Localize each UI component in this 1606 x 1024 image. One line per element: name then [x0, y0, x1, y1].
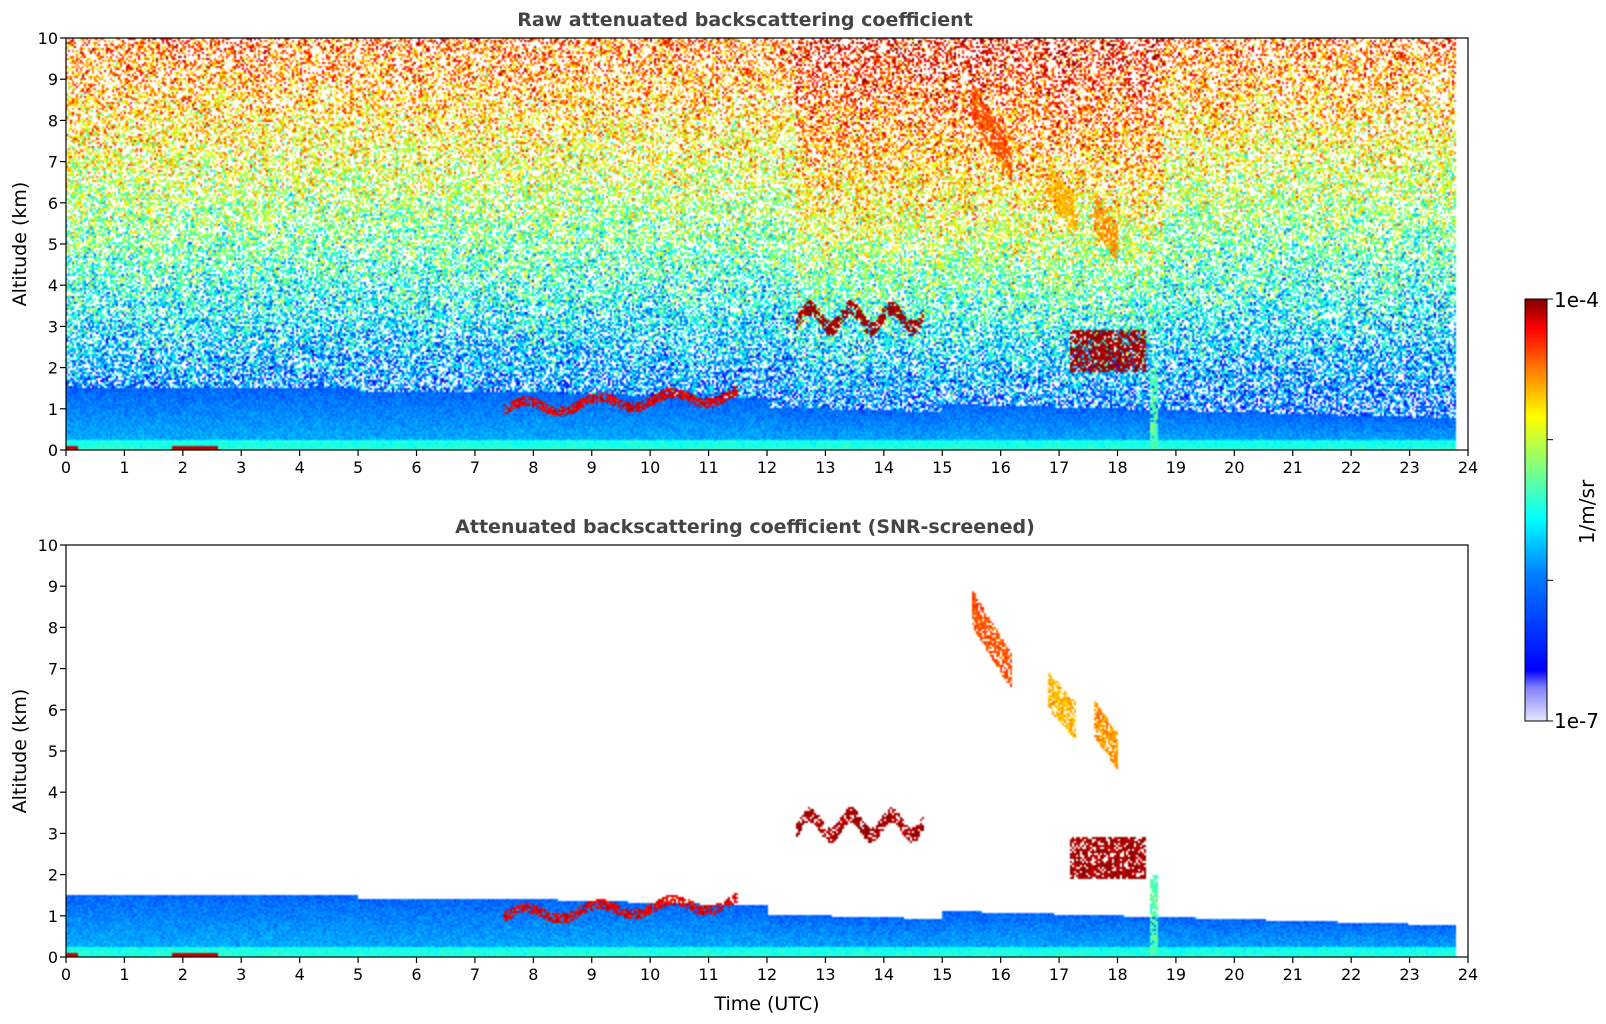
x-tick-label: 13 [815, 458, 835, 477]
x-tick-label: 10 [640, 965, 660, 984]
x-tick-label: 3 [236, 965, 246, 984]
x-tick-label: 5 [353, 965, 363, 984]
y-tick-label: 6 [48, 701, 58, 720]
x-tick-label: 3 [236, 458, 246, 477]
y-tick-label: 5 [48, 235, 58, 254]
x-tick-label: 2 [178, 965, 188, 984]
x-tick-label: 22 [1341, 458, 1361, 477]
x-tick-label: 6 [411, 458, 421, 477]
x-tick-label: 11 [698, 965, 718, 984]
x-tick-label: 21 [1283, 458, 1303, 477]
x-tick-label: 2 [178, 458, 188, 477]
y-tick-label: 10 [38, 29, 58, 48]
x-tick-label: 14 [874, 458, 894, 477]
heatmap-screened [66, 545, 1468, 957]
y-tick-label: 10 [38, 536, 58, 555]
x-tick-label: 5 [353, 458, 363, 477]
x-axis-raw: 0 1 2 3 4 5 6 7 8 9 10 11 12 13 14 15 16 17 18 19 20 21 22 23 24 [61, 450, 1478, 477]
x-tick-label: 18 [1107, 965, 1127, 984]
x-tick-label: 17 [1049, 965, 1069, 984]
x-tick-label: 12 [757, 458, 777, 477]
y-tick-label: 9 [48, 70, 58, 89]
panel-raw: Raw attenuated backscattering coefficien… [9, 9, 1478, 477]
y-tick-label: 3 [48, 824, 58, 843]
y-tick-label: 1 [48, 907, 58, 926]
y-axis-raw: 0 1 2 3 4 5 6 7 8 9 10 [38, 29, 66, 460]
y-tick-label: 1 [48, 400, 58, 419]
y-tick-label: 4 [48, 783, 58, 802]
colorbar-gradient [1524, 298, 1548, 722]
x-axis-screened: 0 1 2 3 4 5 6 7 8 9 10 11 12 13 14 15 16 17 18 19 20 21 22 23 24 [61, 957, 1478, 984]
y-tick-label: 5 [48, 742, 58, 761]
colorbar-ticks [1547, 298, 1553, 722]
y-tick-label: 0 [48, 441, 58, 460]
x-tick-label: 20 [1224, 965, 1244, 984]
y-tick-label: 8 [48, 618, 58, 637]
colorbar-unit-label: 1/m/sr [1575, 479, 1599, 544]
x-tick-label: 9 [587, 965, 597, 984]
x-tick-label: 16 [990, 965, 1010, 984]
y-tick-label: 0 [48, 948, 58, 967]
x-tick-label: 6 [411, 965, 421, 984]
x-tick-label: 10 [640, 458, 660, 477]
x-tick-label: 17 [1049, 458, 1069, 477]
x-tick-label: 18 [1107, 458, 1127, 477]
x-axis-label: Time (UTC) [713, 993, 819, 1015]
y-tick-label: 2 [48, 866, 58, 885]
x-tick-label: 8 [528, 965, 538, 984]
x-tick-label: 19 [1166, 965, 1186, 984]
y-axis-label-screened: Altitude (km) [9, 689, 31, 814]
y-axis-screened: 0 1 2 3 4 5 6 7 8 9 10 [38, 536, 66, 967]
x-tick-label: 0 [61, 965, 71, 984]
y-axis-label-raw: Altitude (km) [9, 182, 31, 307]
x-tick-label: 22 [1341, 965, 1361, 984]
x-tick-label: 24 [1458, 458, 1478, 477]
x-tick-label: 9 [587, 458, 597, 477]
x-tick-label: 14 [874, 965, 894, 984]
chart-title-screened: Attenuated backscattering coefficient (S… [455, 516, 1035, 538]
colorbar-max-label: 1e-4 [1554, 288, 1599, 312]
heatmap-raw [66, 38, 1468, 450]
x-tick-label: 23 [1399, 458, 1419, 477]
x-tick-label: 20 [1224, 458, 1244, 477]
x-tick-label: 13 [815, 965, 835, 984]
colorbar: 1e-4 1e-7 1/m/sr [1524, 288, 1599, 733]
x-tick-label: 7 [470, 458, 480, 477]
x-tick-label: 11 [698, 458, 718, 477]
x-tick-label: 4 [295, 965, 305, 984]
x-tick-label: 24 [1458, 965, 1478, 984]
y-tick-label: 9 [48, 577, 58, 596]
y-tick-label: 4 [48, 276, 58, 295]
x-tick-label: 12 [757, 965, 777, 984]
x-tick-label: 1 [119, 965, 129, 984]
x-tick-label: 1 [119, 458, 129, 477]
y-tick-label: 2 [48, 359, 58, 378]
x-tick-label: 4 [295, 458, 305, 477]
panel-screened: Attenuated backscattering coefficient (S… [9, 516, 1478, 1015]
x-tick-label: 7 [470, 965, 480, 984]
y-tick-label: 7 [48, 153, 58, 172]
x-tick-label: 8 [528, 458, 538, 477]
x-tick-label: 23 [1399, 965, 1419, 984]
y-tick-label: 7 [48, 660, 58, 679]
y-tick-label: 3 [48, 317, 58, 336]
chart-title-raw: Raw attenuated backscattering coefficien… [517, 9, 973, 31]
x-tick-label: 21 [1283, 965, 1303, 984]
x-tick-label: 19 [1166, 458, 1186, 477]
colorbar-min-label: 1e-7 [1554, 709, 1599, 733]
x-tick-label: 15 [932, 965, 952, 984]
x-tick-label: 15 [932, 458, 952, 477]
x-tick-label: 16 [990, 458, 1010, 477]
y-tick-label: 6 [48, 194, 58, 213]
x-tick-label: 0 [61, 458, 71, 477]
y-tick-label: 8 [48, 111, 58, 130]
